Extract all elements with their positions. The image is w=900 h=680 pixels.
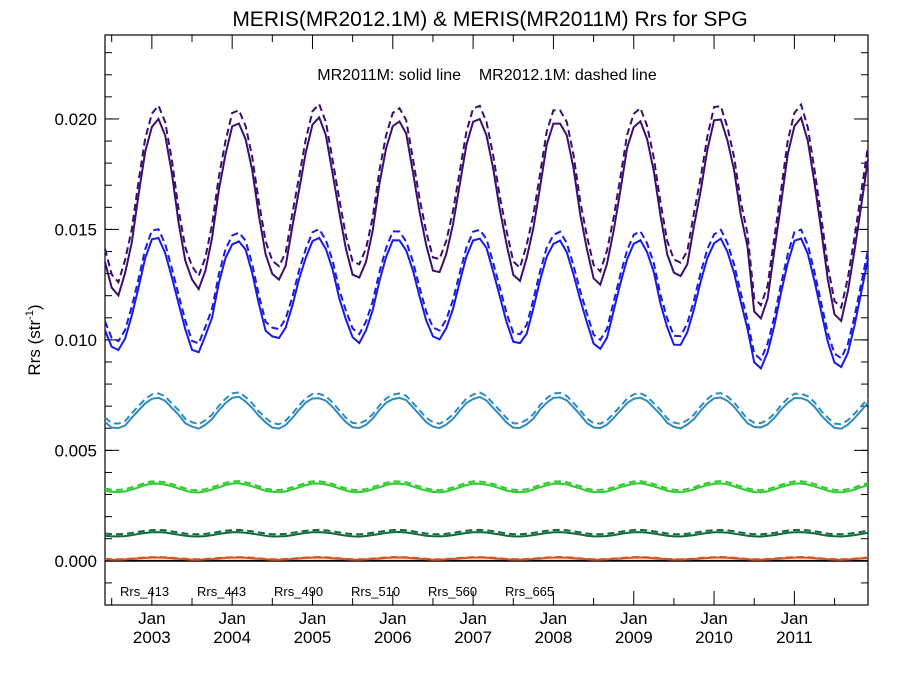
series-layer [104,102,869,561]
x-tick-label-month: Jan [138,609,165,628]
x-tick-label-year: 2004 [213,628,251,647]
y-tick-label: 0.005 [54,441,97,460]
y-tick-label: 0.020 [54,110,97,129]
y-tick-label: 0.015 [54,220,97,239]
legend-entry-rrs-443: Rrs_443 [197,584,246,599]
x-tick-label-year: 2006 [374,628,412,647]
y-axis-label-close: ) [25,304,44,310]
x-tick-label-month: Jan [459,609,486,628]
plot-frame [104,34,869,606]
legend-entry-rrs-665: Rrs_665 [505,584,554,599]
y-axis-label: Rrs (str-1) [24,304,44,375]
x-tick-label-month: Jan [379,609,406,628]
series-line-dashed-rrs-560 [104,528,869,536]
x-tick-label-month: Jan [700,609,727,628]
series-line-solid-rrs-560 [104,530,869,538]
x-tick-label-year: 2010 [695,628,733,647]
x-tick-label-month: Jan [299,609,326,628]
series-line-solid-rrs-413 [104,115,869,323]
chart-title: MERIS(MR2012.1M) & MERIS(MR2011M) Rrs fo… [232,8,747,31]
legend-entry-rrs-413: Rrs_413 [120,584,169,599]
y-axis-label-main: Rrs (str [25,320,44,376]
series-line-solid-rrs-665 [104,556,869,561]
x-tick-label-year: 2007 [454,628,492,647]
series-line-dashed-rrs-510 [104,480,869,492]
x-tick-label-month: Jan [218,609,245,628]
legend-entry-rrs-510: Rrs_510 [351,584,400,599]
line-style-annotation: MR2011M: solid line MR2012.1M: dashed li… [317,67,657,84]
series-line-dashed-rrs-443 [104,227,869,362]
x-tick-label-year: 2005 [294,628,332,647]
axes: 0.0000.0050.0100.0150.020Jan2003Jan2004J… [54,34,869,647]
x-tick-label-year: 2009 [615,628,653,647]
x-tick-label-year: 2011 [776,628,813,647]
y-tick-label: 0.000 [54,552,97,571]
series-line-solid-rrs-443 [104,236,869,371]
x-tick-label-year: 2008 [535,628,573,647]
y-tick-label: 0.010 [54,331,97,350]
x-tick-label-year: 2003 [133,628,171,647]
series-line-dashed-rrs-490 [104,391,869,426]
y-axis-label-superscript: -1 [24,310,36,320]
legend-entry-rrs-560: Rrs_560 [428,584,477,599]
legend: Rrs_413 Rrs_443 Rrs_490 Rrs_510 Rrs_560 Rrs_6… [120,584,554,599]
legend-entry-rrs-490: Rrs_490 [274,584,323,599]
x-tick-label-month: Jan [540,609,567,628]
series-line-solid-rrs-510 [104,482,869,494]
x-tick-label-month: Jan [781,609,808,628]
series-line-solid-rrs-490 [104,395,869,430]
series-line-dashed-rrs-413 [104,102,869,310]
x-tick-label-month: Jan [620,609,647,628]
